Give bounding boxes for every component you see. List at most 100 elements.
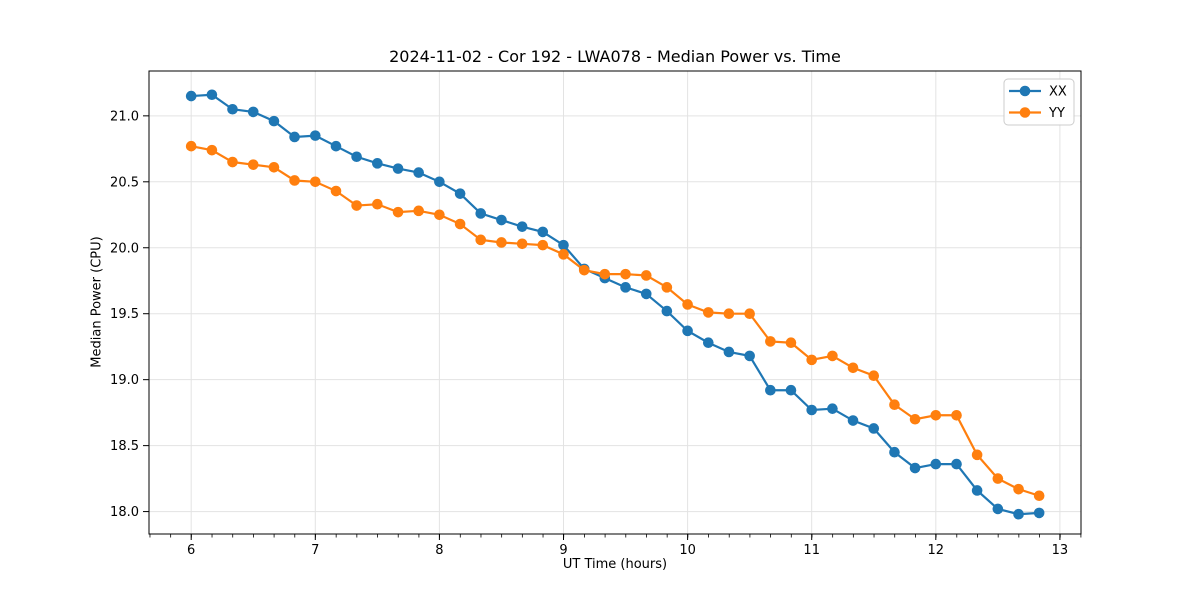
series-xx-line [191, 93, 1040, 516]
svg-text:20.5: 20.5 [110, 175, 139, 190]
series-yy-line [190, 145, 1040, 497]
data-point [330, 140, 342, 152]
data-point [475, 234, 487, 246]
data-point [889, 399, 900, 411]
data-point [516, 221, 528, 232]
x-axis-label: UT Time (hours) [562, 557, 668, 572]
chart-title: 2024-11-02 - Cor 192 - LWA078 - Median P… [389, 47, 841, 66]
data-point [392, 163, 404, 174]
data-point [992, 473, 1004, 484]
data-point [703, 307, 714, 318]
data-point [496, 237, 507, 248]
svg-text:13: 13 [1052, 543, 1069, 558]
data-point [475, 208, 487, 219]
data-point [330, 185, 342, 197]
data-point [413, 167, 424, 178]
data-point [392, 206, 404, 218]
svg-text:21.0: 21.0 [110, 109, 139, 124]
data-point [537, 239, 549, 251]
data-point [951, 458, 962, 470]
plot-border [148, 70, 1082, 535]
data-point [785, 337, 797, 349]
data-point [847, 415, 859, 426]
legend-marker-yy [1019, 107, 1031, 118]
data-point [909, 462, 921, 474]
data-point [227, 103, 238, 115]
data-point [620, 282, 631, 293]
axes-ticks: 6 7 8 9 10 11 12 13 18.0 18.5 19.0 19.5 20.0 20.5 21.0 [110, 109, 1082, 558]
data-point [1013, 483, 1024, 495]
data-point [578, 264, 590, 276]
data-point [454, 218, 466, 230]
data-point [889, 446, 900, 458]
data-point [785, 384, 797, 396]
data-point [247, 106, 259, 118]
data-point [744, 308, 755, 320]
data-point [847, 362, 859, 374]
data-point [185, 90, 197, 102]
data-point [496, 214, 507, 226]
legend: XX YY [1003, 78, 1075, 126]
data-point [661, 282, 673, 293]
svg-text:18.5: 18.5 [110, 439, 139, 454]
data-point [413, 205, 424, 217]
data-point [806, 354, 818, 366]
data-point [537, 226, 549, 238]
svg-text:19.0: 19.0 [110, 373, 139, 388]
data-point [992, 503, 1004, 515]
data-point [558, 249, 569, 260]
data-point [765, 336, 776, 347]
data-point [765, 384, 776, 396]
data-point [682, 325, 693, 337]
data-point [620, 268, 631, 280]
svg-text:7: 7 [311, 543, 319, 558]
data-point [454, 188, 466, 199]
series-yy [185, 140, 1045, 502]
legend-marker-xx [1019, 85, 1031, 97]
svg-text:6: 6 [187, 543, 195, 558]
data-point [640, 288, 652, 300]
data-point [661, 305, 673, 317]
data-point [951, 409, 962, 421]
data-point [351, 200, 362, 211]
data-point [372, 158, 383, 169]
data-point [1013, 508, 1024, 520]
data-point [227, 156, 238, 168]
data-point [971, 449, 983, 461]
data-point [723, 308, 735, 320]
data-point [247, 159, 259, 170]
data-point [558, 239, 569, 251]
data-point [268, 161, 280, 173]
data-point [372, 198, 383, 210]
svg-text:8: 8 [435, 543, 443, 558]
svg-text:19.5: 19.5 [110, 307, 139, 322]
data-point [682, 299, 693, 310]
data-point [599, 268, 611, 280]
data-point [703, 337, 714, 349]
data-point [185, 140, 197, 152]
data-point [206, 89, 218, 101]
legend-label-xx: XX [1049, 85, 1067, 100]
series-xx [185, 89, 1045, 520]
data-point [827, 350, 838, 362]
svg-text:18.0: 18.0 [110, 505, 139, 520]
data-point [289, 131, 300, 143]
svg-text:12: 12 [928, 543, 945, 558]
data-point [1033, 490, 1045, 502]
data-point [206, 144, 218, 156]
data-point [351, 151, 362, 163]
data-point [868, 370, 880, 382]
data-point [930, 409, 942, 421]
svg-text:10: 10 [679, 543, 696, 558]
data-point [806, 404, 818, 416]
data-point [268, 115, 280, 127]
legend-label-yy: YY [1048, 106, 1065, 121]
svg-text:20.0: 20.0 [110, 241, 139, 256]
data-point [930, 458, 942, 470]
y-axis-label-text: Median Power (CPU) [89, 236, 105, 368]
data-point [434, 176, 445, 188]
data-point [909, 413, 921, 425]
data-point [309, 130, 321, 141]
